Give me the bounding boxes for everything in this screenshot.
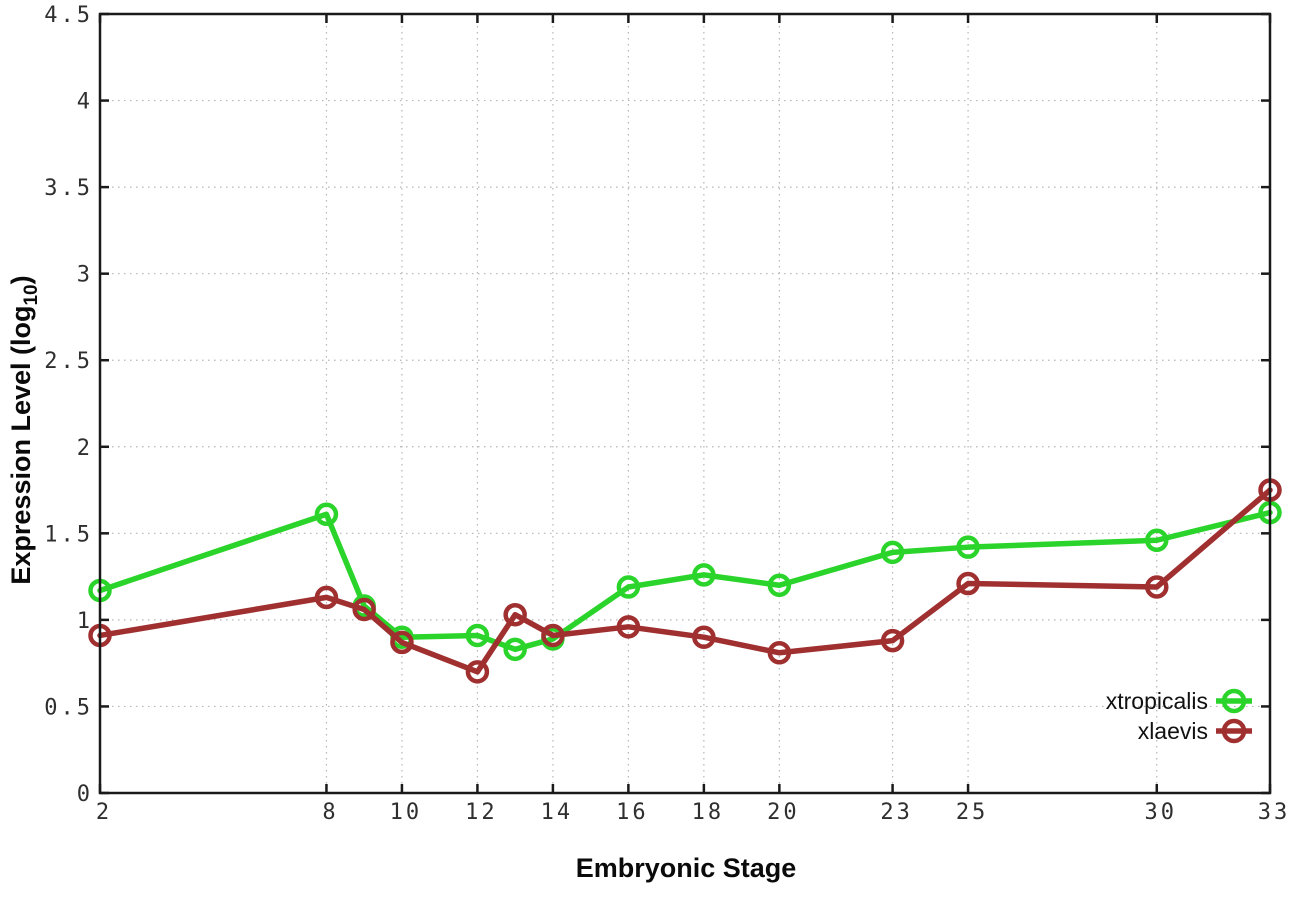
x-tick-label: 30 [1145, 800, 1178, 825]
data-point-xlaevis [390, 630, 414, 655]
series-line-xlaevis [97, 487, 1273, 675]
axes-layer: 2 8 10 12 14 16 18 20 23 25 30 33 0 0.5 1 1.5 2 2.5 3 3.5 4 4… [44, 3, 1291, 825]
series-line-xtropicalis [97, 509, 1273, 653]
x-tick-label: 2 [96, 800, 112, 825]
y-axis-title: Expression Level (log10) [6, 275, 42, 584]
x-tick-label: 14 [541, 800, 574, 825]
legend: xtropicalis xlaevis [1106, 688, 1252, 744]
data-point-xlaevis [503, 602, 527, 627]
x-tick-label: 20 [767, 800, 800, 825]
data-point-xtropicalis [1145, 528, 1169, 553]
data-point-xlaevis [692, 625, 716, 649]
data-point-xtropicalis [465, 623, 490, 648]
titles-layer: Embryonic Stage Expression Level (log10) [6, 275, 796, 883]
y-tick-label: 4.5 [44, 3, 93, 28]
x-tick-label: 16 [616, 800, 649, 825]
x-tick-label: 8 [322, 800, 338, 825]
x-axis-title: Embryonic Stage [576, 853, 797, 883]
y-tick-label: 3 [77, 263, 93, 288]
data-point-xtropicalis [616, 575, 641, 599]
x-tick-label: 33 [1258, 800, 1291, 825]
series-layer [88, 478, 1282, 684]
data-point-xlaevis [352, 597, 376, 622]
y-tick-label: 1 [77, 609, 93, 634]
y-tick-label: 2.5 [44, 349, 93, 374]
plot-border [98, 12, 1272, 795]
data-point-xlaevis [541, 623, 565, 648]
data-point-xlaevis [880, 628, 905, 653]
data-point-xlaevis [1145, 575, 1169, 599]
data-point-xlaevis [314, 585, 339, 610]
x-tick-label: 12 [465, 800, 498, 825]
y-tick-label: 4 [77, 90, 93, 115]
legend-marker-xtropicalis [1221, 688, 1247, 714]
legend-label-xtropicalis: xtropicalis [1106, 688, 1208, 714]
data-point-xlaevis [956, 571, 980, 596]
data-point-xlaevis [465, 660, 490, 684]
x-tick-label: 23 [880, 800, 913, 825]
y-tick-label: 0.5 [44, 695, 93, 720]
grid-layer [99, 13, 1271, 794]
data-point-xtropicalis [880, 540, 905, 565]
x-tick-label: 25 [956, 800, 989, 825]
data-point-xlaevis [767, 641, 792, 665]
data-point-xtropicalis [503, 637, 527, 662]
data-point-xtropicalis [314, 502, 339, 527]
legend-marker-xlaevis [1221, 718, 1247, 744]
x-tick-label: 10 [390, 800, 423, 825]
y-tick-label: 2 [77, 436, 93, 461]
data-point-xlaevis [616, 615, 641, 639]
y-tick-label: 3.5 [44, 176, 93, 201]
data-point-xtropicalis [767, 573, 792, 598]
y-tick-label: 1.5 [44, 522, 93, 547]
data-point-xtropicalis [692, 563, 716, 587]
y-tick-label: 0 [77, 782, 93, 807]
x-tick-label: 18 [692, 800, 725, 825]
legend-label-xlaevis: xlaevis [1138, 718, 1208, 744]
data-point-xtropicalis [956, 535, 980, 559]
